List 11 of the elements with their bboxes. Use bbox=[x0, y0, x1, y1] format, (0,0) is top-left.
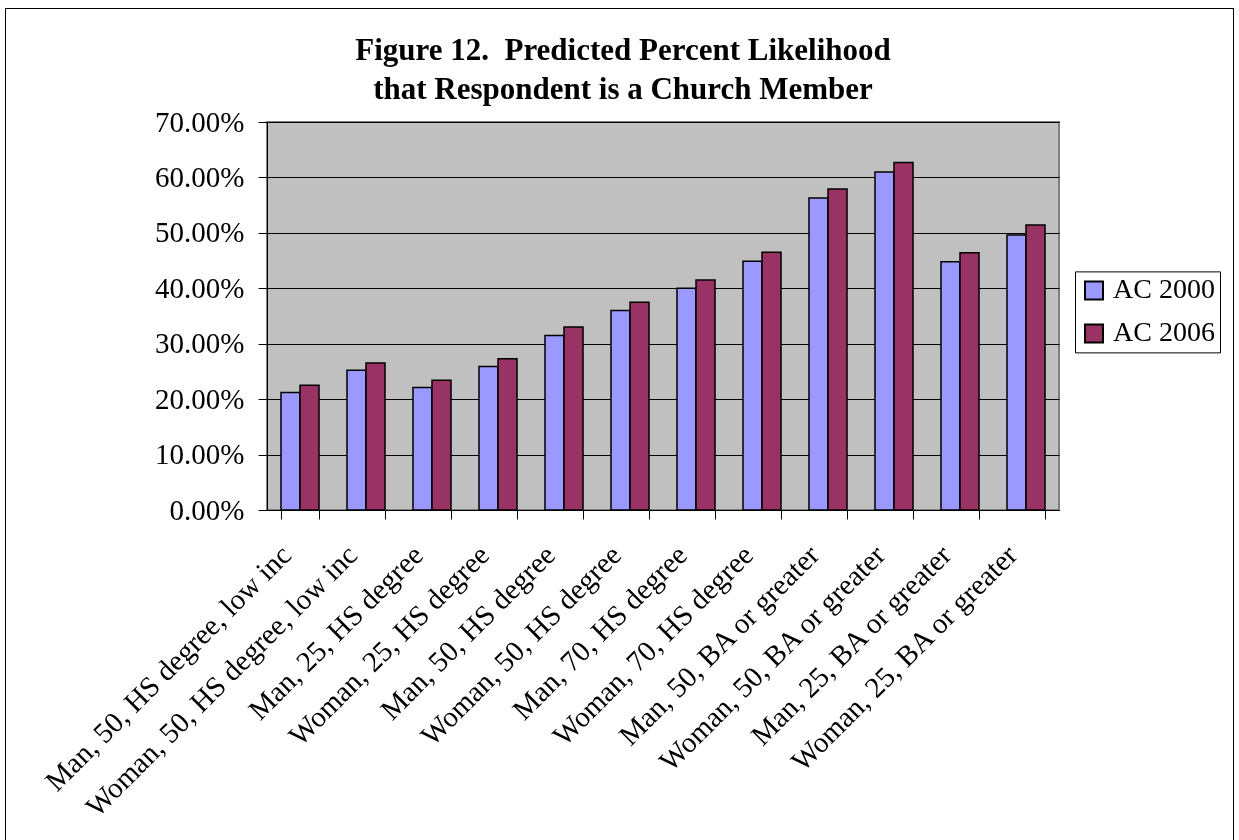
legend-label: AC 2006 bbox=[1113, 316, 1215, 348]
chart-title: Figure 12. Predicted Percent Likelihood that Respondent is a Church Member bbox=[355, 32, 891, 106]
y-tick-label: 30.00% bbox=[155, 327, 245, 360]
y-tick-label: 40.00% bbox=[155, 271, 245, 304]
y-tick-label: 0.00% bbox=[169, 493, 245, 526]
legend-label: AC 2000 bbox=[1113, 273, 1215, 305]
y-tick-label: 50.00% bbox=[155, 216, 245, 249]
y-tick-label: 20.00% bbox=[155, 382, 245, 415]
y-tick-label: 10.00% bbox=[155, 438, 245, 471]
y-tick-label: 60.00% bbox=[155, 160, 245, 193]
y-tick-label: 70.00% bbox=[155, 105, 245, 138]
